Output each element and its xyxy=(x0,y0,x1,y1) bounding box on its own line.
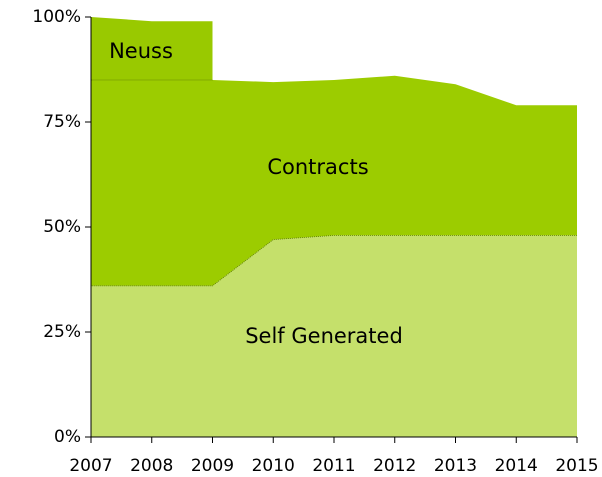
area xyxy=(91,17,213,80)
y-tick-label: 0% xyxy=(54,427,81,447)
series-boundary xyxy=(91,235,577,287)
x-tick-label: 2008 xyxy=(130,456,173,476)
y-tick-label: 100% xyxy=(32,7,81,27)
x-tick-label: 2007 xyxy=(69,456,112,476)
y-tick-label: 75% xyxy=(43,112,81,132)
x-tick-label: 2014 xyxy=(495,456,538,476)
area xyxy=(91,75,577,286)
series-label: Neuss xyxy=(109,39,173,63)
x-tick-label: 2012 xyxy=(373,456,416,476)
x-tick-label: 2009 xyxy=(191,456,234,476)
series-label: Self Generated xyxy=(245,324,403,348)
series-label: Contracts xyxy=(267,155,368,179)
x-tick-label: 2015 xyxy=(555,456,598,476)
y-tick-label: 50% xyxy=(43,217,81,237)
x-tick-label: 2013 xyxy=(434,456,477,476)
x-tick-label: 2011 xyxy=(312,456,355,476)
x-tick-label: 2010 xyxy=(252,456,295,476)
y-tick-label: 25% xyxy=(43,322,81,342)
